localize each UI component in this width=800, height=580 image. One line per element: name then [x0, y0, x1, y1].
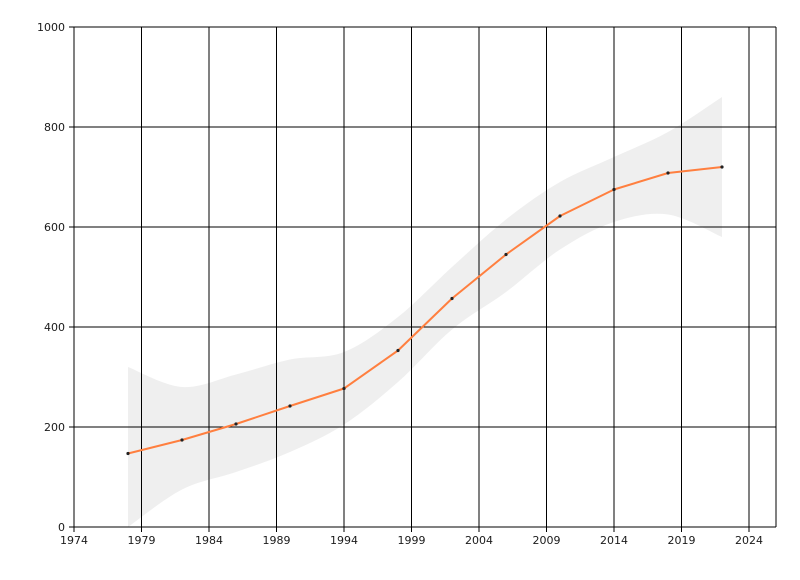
x-tick-label: 2014 — [600, 534, 628, 547]
y-tick-label: 800 — [44, 121, 65, 134]
confidence-band-layer — [128, 97, 722, 527]
data-point — [396, 348, 400, 353]
y-tick-label: 1000 — [37, 21, 65, 34]
x-tick-label: 1994 — [330, 534, 358, 547]
x-tick-label: 1989 — [263, 534, 291, 547]
data-point — [558, 214, 562, 218]
series-line — [127, 166, 723, 455]
x-tick-label: 1984 — [195, 534, 223, 547]
tick-label-layer: 1974 1979 1984 1989 1994 1999 2004 2009 2014 2019… — [37, 21, 763, 547]
y-tick-label: 200 — [44, 421, 65, 434]
x-tick-label: 1974 — [60, 534, 88, 547]
data-point — [666, 171, 670, 175]
x-tick-label: 2004 — [465, 534, 493, 547]
confidence-band — [128, 97, 722, 527]
series-layer — [126, 165, 724, 456]
data-point — [612, 187, 616, 192]
x-tick-label: 2024 — [735, 534, 763, 547]
data-point — [126, 451, 130, 456]
x-tick-label: 1979 — [128, 534, 156, 547]
x-tick-label: 2019 — [668, 534, 696, 547]
data-point — [288, 404, 292, 408]
x-tick-label: 1999 — [398, 534, 426, 547]
x-tick-label: 2009 — [533, 534, 561, 547]
y-tick-label: 600 — [44, 221, 65, 234]
data-point — [180, 438, 184, 442]
y-tick-label: 400 — [44, 321, 65, 334]
data-point — [720, 165, 724, 169]
y-tick-label: 0 — [58, 521, 65, 534]
data-point — [450, 296, 454, 301]
data-point — [342, 386, 346, 391]
data-point — [504, 252, 508, 257]
axis-layer — [69, 26, 776, 532]
data-point — [234, 422, 238, 426]
